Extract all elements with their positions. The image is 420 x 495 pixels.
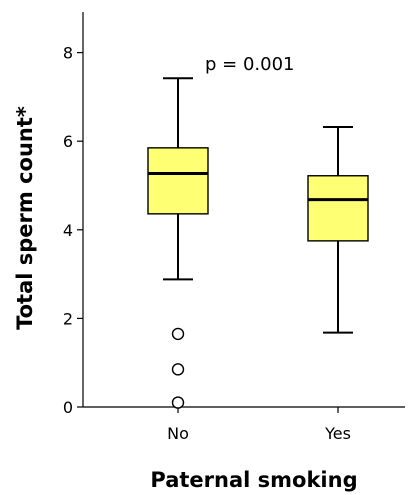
- boxes: [147, 77, 369, 409]
- outlier-point: [171, 327, 185, 341]
- y-tick-label: 0: [63, 398, 73, 417]
- x-axis: No Yes: [83, 406, 405, 443]
- y-axis-title: Total sperm count*: [13, 106, 37, 330]
- y-tick-label: 8: [63, 44, 73, 63]
- outlier-point: [171, 396, 185, 409]
- x-axis-title: Paternal smoking: [150, 468, 357, 492]
- y-tick-label: 4: [63, 221, 73, 240]
- box-iqr: [307, 175, 369, 242]
- y-axis: 0 2 4 6 8: [63, 12, 84, 417]
- x-tick-label: No: [167, 424, 189, 443]
- x-tick-label: Yes: [324, 424, 351, 443]
- y-tick-label: 6: [63, 132, 73, 151]
- box-group: [307, 126, 369, 334]
- y-tick-label: 2: [63, 309, 73, 328]
- box-iqr: [147, 147, 209, 215]
- box-group: [147, 77, 209, 409]
- outlier-point: [171, 363, 185, 376]
- p-value-annotation: p = 0.001: [205, 54, 294, 75]
